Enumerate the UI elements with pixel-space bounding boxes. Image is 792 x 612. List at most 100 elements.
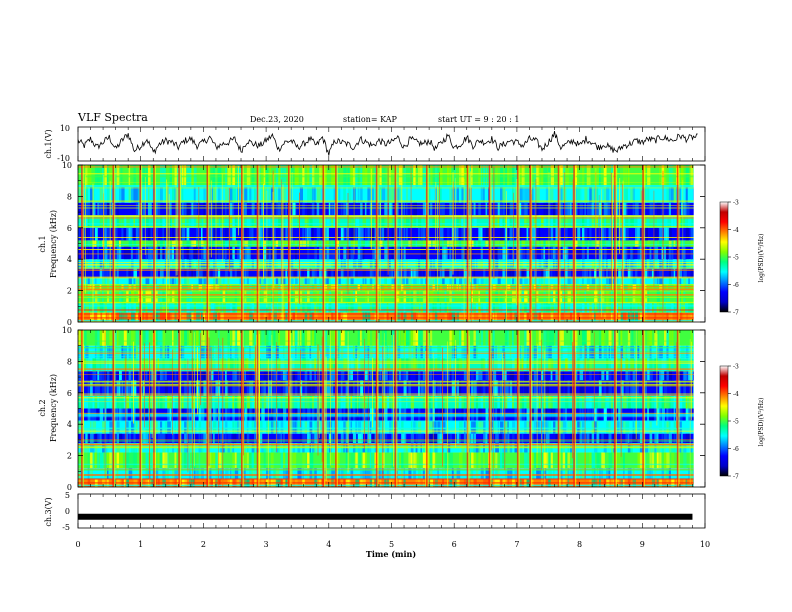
sferic-spike-halo xyxy=(427,330,429,487)
spectral-texture xyxy=(309,215,313,228)
spectral-texture xyxy=(668,259,673,269)
spectral-texture xyxy=(659,303,664,313)
spectral-texture xyxy=(210,202,215,216)
spectral-texture xyxy=(369,370,374,381)
spectral-texture xyxy=(186,433,189,444)
spectral-texture xyxy=(678,380,682,396)
spectral-texture xyxy=(340,330,345,346)
spectral-texture xyxy=(526,186,530,203)
spectral-texture xyxy=(239,227,243,241)
spectral-texture xyxy=(290,259,294,269)
spectral-texture xyxy=(222,278,225,285)
spectral-texture xyxy=(345,303,348,313)
spectral-texture xyxy=(647,358,650,371)
sferic-spike-halo xyxy=(179,165,182,322)
spectral-texture xyxy=(468,278,472,285)
spectral-texture xyxy=(275,468,280,480)
spectral-texture xyxy=(309,380,312,396)
spectral-texture xyxy=(174,278,177,285)
spectral-texture xyxy=(473,284,476,291)
sferic-spike xyxy=(676,330,679,487)
sferic-spike-halo xyxy=(141,330,143,487)
spectral-texture xyxy=(270,290,274,304)
spectral-band xyxy=(78,259,705,269)
spectral-texture xyxy=(309,358,312,371)
spectral-texture xyxy=(328,303,333,313)
spectral-texture xyxy=(598,330,602,346)
spectral-texture xyxy=(666,452,670,469)
spectral-texture xyxy=(90,358,94,371)
spectral-texture xyxy=(263,370,267,381)
spectral-texture xyxy=(560,468,563,480)
minor-spike xyxy=(151,360,153,438)
spectral-texture xyxy=(606,303,610,313)
spectral-texture xyxy=(439,278,443,285)
spectral-texture xyxy=(550,284,554,291)
spectral-texture xyxy=(78,186,82,203)
xtick-label: 3 xyxy=(264,540,269,549)
spectral-texture xyxy=(536,290,539,304)
spectral-texture xyxy=(531,246,535,260)
spectral-texture xyxy=(454,240,458,247)
spectral-texture xyxy=(309,452,314,469)
spectral-texture xyxy=(184,358,188,371)
spectral-texture xyxy=(176,246,179,260)
spectral-texture xyxy=(500,186,504,203)
spectral-texture xyxy=(135,330,140,346)
spectral-texture xyxy=(538,278,541,285)
spectral-texture xyxy=(213,186,217,203)
spectral-texture xyxy=(331,215,334,228)
spectral-texture xyxy=(533,370,538,381)
spectral-texture xyxy=(184,421,187,434)
spectral-texture xyxy=(521,290,525,304)
spectral-texture xyxy=(637,421,641,434)
spectral-texture xyxy=(198,215,202,228)
spectral-texture xyxy=(495,202,497,216)
spectral-texture xyxy=(480,227,483,241)
spectral-texture xyxy=(174,312,177,322)
spectral-texture xyxy=(319,303,322,313)
spectral-texture xyxy=(630,380,634,396)
spectral-texture xyxy=(430,358,434,371)
spectral-texture xyxy=(651,452,655,469)
spectral-texture xyxy=(162,452,165,469)
spectral-texture xyxy=(521,303,525,313)
tone-line xyxy=(78,352,705,354)
spectral-texture xyxy=(200,240,205,247)
spectral-texture xyxy=(167,468,169,480)
spectral-texture xyxy=(309,268,312,279)
spectral-texture xyxy=(227,284,230,291)
spectral-texture xyxy=(439,268,442,279)
spectral-texture xyxy=(468,433,472,444)
spectral-texture xyxy=(261,227,264,241)
spectral-texture xyxy=(299,303,303,313)
spectral-texture xyxy=(309,284,314,291)
spectral-texture xyxy=(671,380,675,396)
minor-spike xyxy=(536,343,538,454)
spectral-texture xyxy=(172,370,176,381)
spectral-texture xyxy=(338,246,341,260)
spectral-texture xyxy=(381,380,386,396)
spectral-texture xyxy=(217,380,221,396)
spectral-texture xyxy=(434,312,438,322)
spectral-texture xyxy=(121,215,126,228)
spectral-texture xyxy=(188,259,193,269)
spectral-texture xyxy=(319,421,321,434)
spectral-texture xyxy=(401,330,403,346)
spectral-texture xyxy=(671,215,674,228)
spectral-texture xyxy=(495,240,498,247)
spectral-texture xyxy=(500,246,503,260)
spectral-texture xyxy=(92,202,96,216)
tone-line xyxy=(78,414,705,416)
spectral-texture xyxy=(99,370,102,381)
spectral-texture xyxy=(302,330,305,346)
spectral-texture xyxy=(181,259,185,269)
spectral-texture xyxy=(126,433,128,444)
spectral-texture xyxy=(386,468,391,480)
spectral-texture xyxy=(157,186,162,203)
spectral-texture xyxy=(295,290,299,304)
spectral-texture xyxy=(521,433,524,444)
spectral-texture xyxy=(348,358,350,371)
spectral-texture xyxy=(495,268,499,279)
spectral-texture xyxy=(391,330,395,346)
